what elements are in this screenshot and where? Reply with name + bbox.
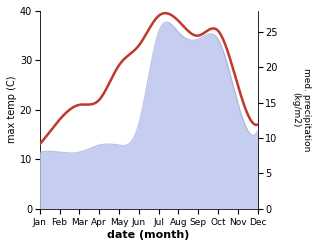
Y-axis label: max temp (C): max temp (C) (7, 76, 17, 144)
X-axis label: date (month): date (month) (107, 230, 190, 240)
Y-axis label: med. precipitation
(kg/m2): med. precipitation (kg/m2) (292, 68, 311, 151)
